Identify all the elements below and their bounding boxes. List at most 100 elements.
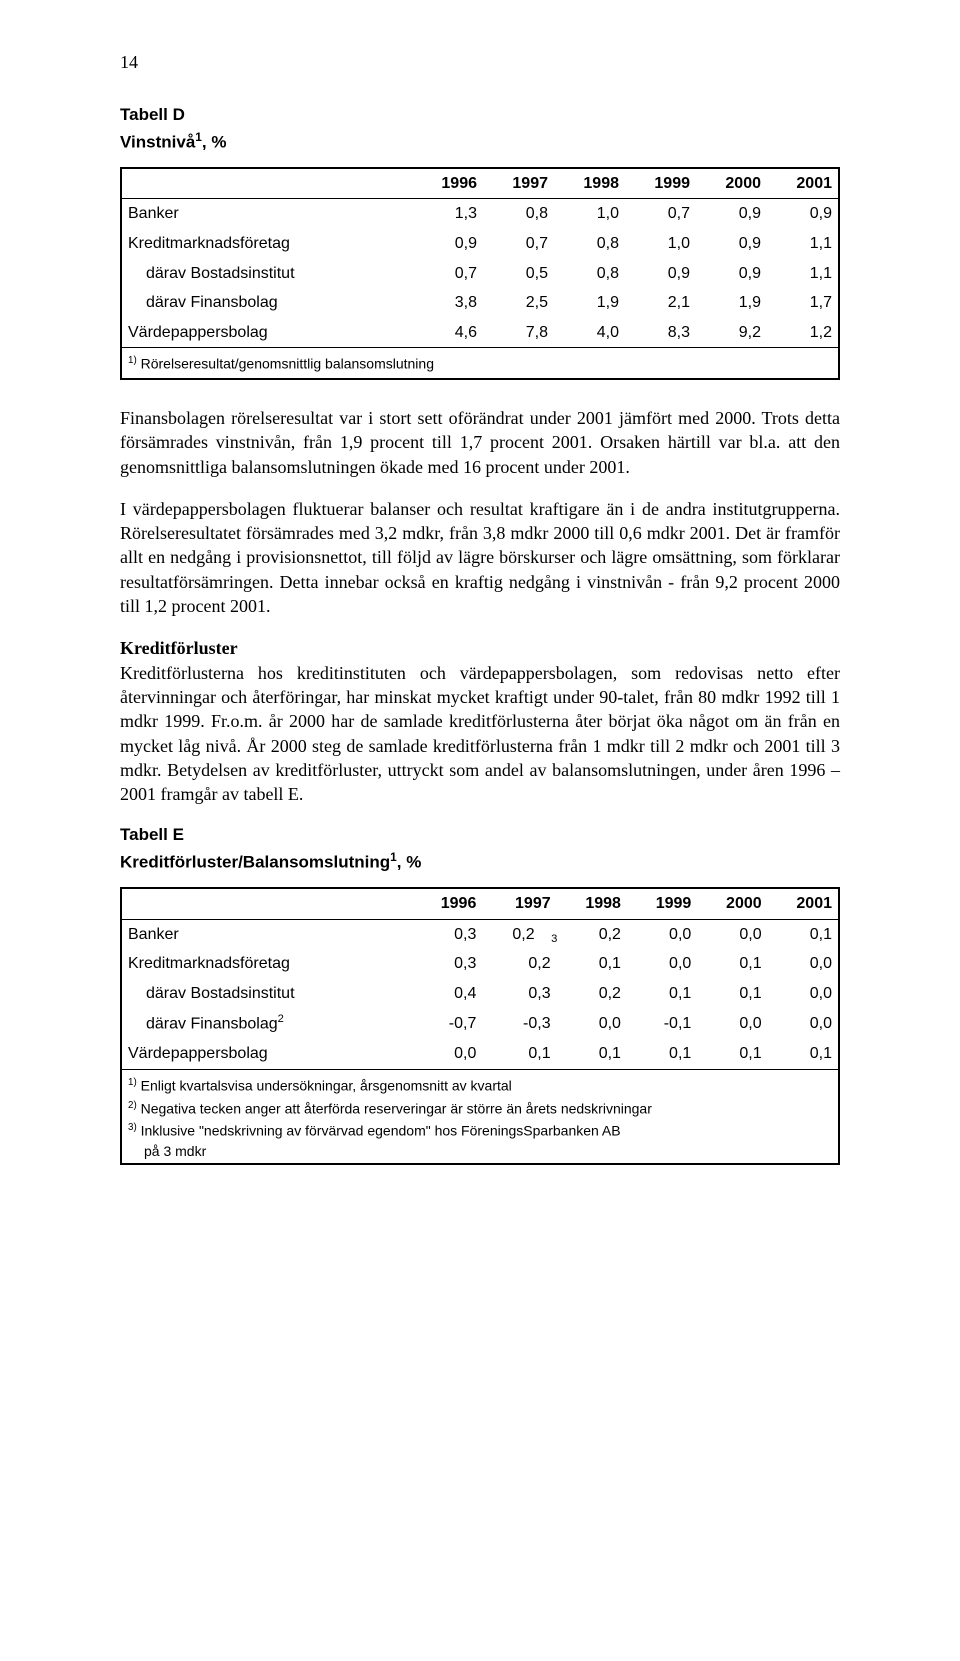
table-cell: 0,0 bbox=[412, 1039, 482, 1069]
table-cell: 0,7 bbox=[483, 229, 554, 259]
table-cell: 0,0 bbox=[627, 919, 697, 949]
table-cell: -0,7 bbox=[412, 1008, 482, 1039]
table-row: Banker 1,3 0,8 1,0 0,7 0,9 0,9 bbox=[122, 199, 838, 229]
table-row: Kreditmarknadsföretag 0,3 0,2 0,1 0,0 0,… bbox=[122, 949, 838, 979]
table-cell: 0,0 bbox=[768, 979, 838, 1009]
table-row: Kreditmarknadsföretag 0,9 0,7 0,8 1,0 0,… bbox=[122, 229, 838, 259]
table-e-title1: Tabell E bbox=[120, 824, 840, 847]
table-cell: Kreditmarknadsföretag bbox=[122, 949, 412, 979]
table-e: 1996 1997 1998 1999 2000 2001 Banker 0,3… bbox=[122, 889, 838, 1163]
table-cell: 0,0 bbox=[697, 1008, 767, 1039]
table-header-cell bbox=[122, 169, 412, 199]
table-cell: Värdepappersbolag bbox=[122, 1039, 412, 1069]
table-cell: 0,9 bbox=[696, 199, 767, 229]
table-cell: 0,7 bbox=[625, 199, 696, 229]
table-cell: 8,3 bbox=[625, 318, 696, 348]
table-footnote-cell: 1) Rörelseresultat/genomsnittlig balanso… bbox=[122, 348, 838, 378]
table-row: därav Bostadsinstitut 0,7 0,5 0,8 0,9 0,… bbox=[122, 259, 838, 289]
table-cell: 0,1 bbox=[482, 1039, 556, 1069]
table-header-cell: 2000 bbox=[697, 889, 767, 919]
table-cell: -0,1 bbox=[627, 1008, 697, 1039]
table-cell: 0,0 bbox=[768, 949, 838, 979]
table-row: därav Finansbolag2 -0,7 -0,3 0,0 -0,1 0,… bbox=[122, 1008, 838, 1039]
table-row: Värdepappersbolag 4,6 7,8 4,0 8,3 9,2 1,… bbox=[122, 318, 838, 348]
table-header-cell: 2001 bbox=[767, 169, 838, 199]
body-text: Finansbolagen rörelseresultat var i stor… bbox=[120, 406, 840, 806]
table-footnote-row: 1) Rörelseresultat/genomsnittlig balanso… bbox=[122, 348, 838, 378]
table-footnote-cell: på 3 mdkr bbox=[122, 1142, 838, 1163]
table-cell: 0,1 bbox=[697, 1039, 767, 1069]
table-cell: 0,9 bbox=[625, 259, 696, 289]
table-cell: Värdepappersbolag bbox=[122, 318, 412, 348]
table-cell: 0,1 bbox=[627, 1039, 697, 1069]
footnote-text: Rörelseresultat/genomsnittlig balansomsl… bbox=[137, 356, 434, 372]
table-cell: 0,9 bbox=[696, 229, 767, 259]
page-number: 14 bbox=[120, 50, 840, 74]
table-cell: därav Bostadsinstitut bbox=[122, 259, 412, 289]
table-cell: 7,8 bbox=[483, 318, 554, 348]
table-header-cell bbox=[122, 889, 412, 919]
cell-value: 0,2 bbox=[512, 926, 534, 943]
table-cell: därav Finansbolag bbox=[122, 288, 412, 318]
table-header-cell: 1997 bbox=[482, 889, 556, 919]
table-cell: Kreditmarknadsföretag bbox=[122, 229, 412, 259]
footnote-sup: 2) bbox=[128, 1100, 137, 1111]
table-d: 1996 1997 1998 1999 2000 2001 Banker 1,3… bbox=[122, 169, 838, 378]
table-cell: 0,9 bbox=[412, 229, 483, 259]
table-cell: 1,0 bbox=[554, 199, 625, 229]
table-cell: 1,9 bbox=[696, 288, 767, 318]
table-cell: -0,3 bbox=[482, 1008, 556, 1039]
table-footnote-row: 1) Enligt kvartalsvisa undersökningar, å… bbox=[122, 1069, 838, 1099]
paragraph: Finansbolagen rörelseresultat var i stor… bbox=[120, 406, 840, 479]
table-header-cell: 1997 bbox=[483, 169, 554, 199]
table-cell: 1,0 bbox=[625, 229, 696, 259]
table-cell: 0,2 bbox=[482, 949, 556, 979]
footnote-sup: 1) bbox=[128, 1077, 137, 1088]
table-cell: Banker bbox=[122, 199, 412, 229]
table-cell: 0,9 bbox=[696, 259, 767, 289]
table-cell: 0,0 bbox=[627, 949, 697, 979]
table-footnote-cell: 2) Negativa tecken anger att återförda r… bbox=[122, 1099, 838, 1121]
footnote-text: Enligt kvartalsvisa undersökningar, årsg… bbox=[137, 1077, 512, 1093]
table-cell: 0,9 bbox=[767, 199, 838, 229]
table-header-cell: 1996 bbox=[412, 889, 482, 919]
paragraph-text: Kreditförlusterna hos kreditinstituten o… bbox=[120, 663, 840, 804]
table-cell: 0,2 bbox=[557, 979, 627, 1009]
table-e-title2-sup: 1 bbox=[390, 850, 397, 864]
table-row: därav Finansbolag 3,8 2,5 1,9 2,1 1,9 1,… bbox=[122, 288, 838, 318]
table-row: Värdepappersbolag 0,0 0,1 0,1 0,1 0,1 0,… bbox=[122, 1039, 838, 1069]
footnote-sup: 1) bbox=[128, 355, 137, 366]
table-header-cell: 1996 bbox=[412, 169, 483, 199]
table-cell: 0,8 bbox=[554, 259, 625, 289]
table-e-title2-pre: Kreditförluster/Balansomslutning bbox=[120, 853, 390, 872]
table-e-title2: Kreditförluster/Balansomslutning1, % bbox=[120, 849, 840, 875]
table-cell: Banker bbox=[122, 919, 412, 949]
table-cell: 1,9 bbox=[554, 288, 625, 318]
paragraph: I värdepappersbolagen fluktuerar balanse… bbox=[120, 497, 840, 618]
footnote-sup: 3) bbox=[128, 1122, 137, 1133]
table-cell: 0,7 bbox=[412, 259, 483, 289]
table-cell: 0,8 bbox=[483, 199, 554, 229]
footnote-text: Inklusive "nedskrivning av förvärvad ege… bbox=[137, 1123, 621, 1139]
table-header-cell: 1999 bbox=[625, 169, 696, 199]
table-d-title2-post: , % bbox=[202, 133, 227, 152]
table-footnote-cell: 3) Inklusive "nedskrivning av förvärvad … bbox=[122, 1121, 838, 1143]
table-d-block: Tabell D Vinstnivå1, % 1996 1997 1998 19… bbox=[120, 104, 840, 380]
document-page: 14 Tabell D Vinstnivå1, % 1996 1997 1998… bbox=[0, 0, 960, 1225]
table-cell: 0,3 bbox=[482, 979, 556, 1009]
table-row: därav Bostadsinstitut 0,4 0,3 0,2 0,1 0,… bbox=[122, 979, 838, 1009]
table-header-cell: 2001 bbox=[768, 889, 838, 919]
table-cell: 9,2 bbox=[696, 318, 767, 348]
table-row: Banker 0,3 0,23 0,2 0,0 0,0 0,1 bbox=[122, 919, 838, 949]
table-cell: 1,3 bbox=[412, 199, 483, 229]
table-d-title2-pre: Vinstnivå bbox=[120, 133, 195, 152]
table-header-cell: 1999 bbox=[627, 889, 697, 919]
table-cell: 0,2 bbox=[557, 919, 627, 949]
table-cell: 0,23 bbox=[482, 919, 556, 949]
cell-sup: 3 bbox=[551, 932, 557, 947]
table-footnote-row: 2) Negativa tecken anger att återförda r… bbox=[122, 1099, 838, 1121]
table-cell: 0,4 bbox=[412, 979, 482, 1009]
table-cell: 0,1 bbox=[768, 1039, 838, 1069]
table-footnote-row: på 3 mdkr bbox=[122, 1142, 838, 1163]
table-cell: därav Bostadsinstitut bbox=[122, 979, 412, 1009]
